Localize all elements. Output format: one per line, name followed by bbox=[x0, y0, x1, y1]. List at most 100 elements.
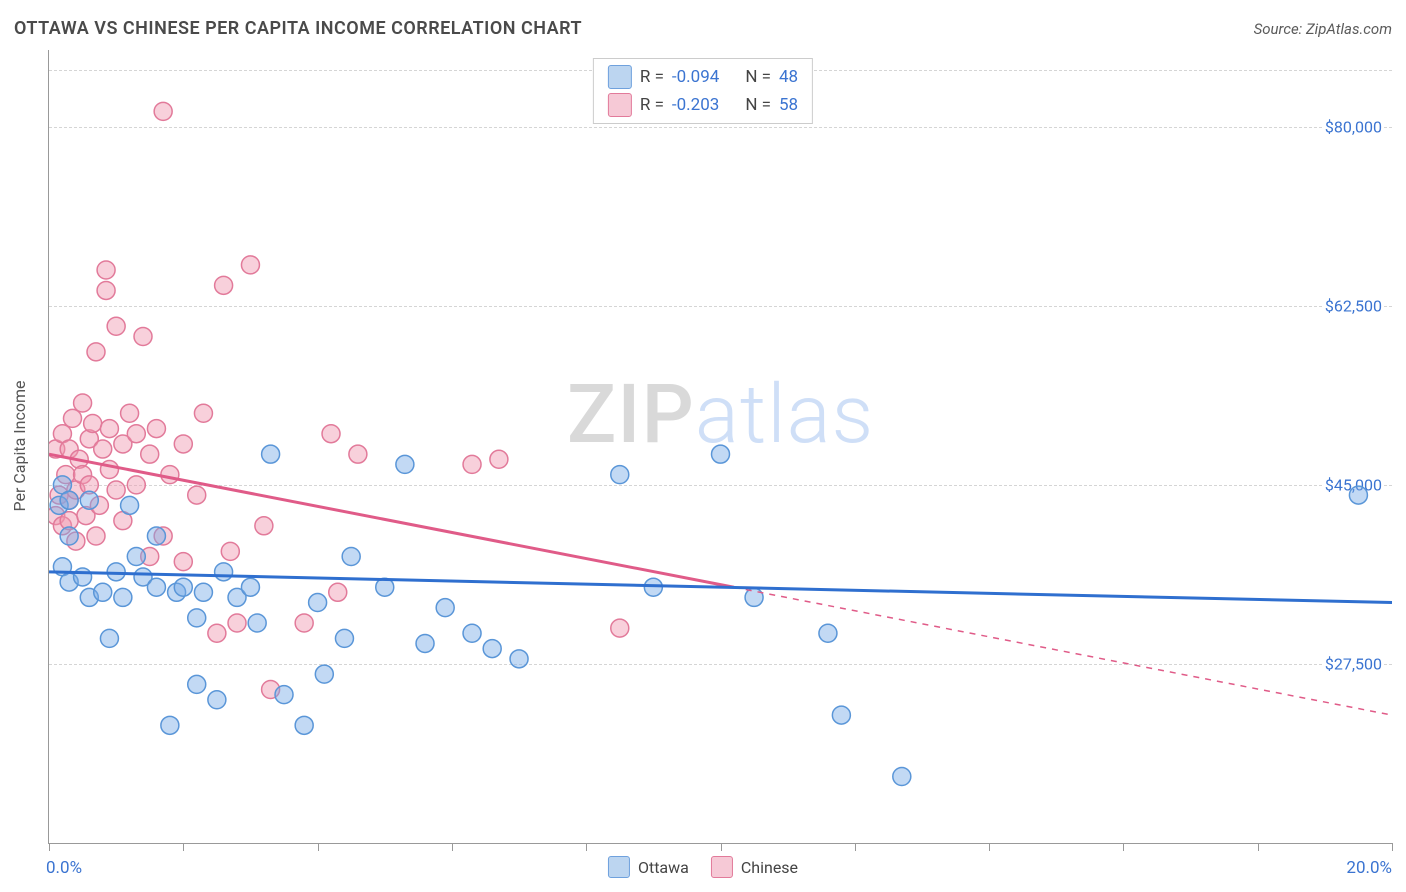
scatter-point-ottawa bbox=[100, 629, 118, 647]
scatter-point-chinese bbox=[194, 404, 212, 422]
scatter-point-ottawa bbox=[819, 624, 837, 642]
x-tick bbox=[1258, 843, 1259, 851]
scatter-point-chinese bbox=[215, 276, 233, 294]
scatter-point-chinese bbox=[134, 328, 152, 346]
scatter-point-ottawa bbox=[241, 578, 259, 596]
scatter-point-ottawa bbox=[60, 527, 78, 545]
scatter-point-ottawa bbox=[161, 716, 179, 734]
scatter-point-ottawa bbox=[121, 496, 139, 514]
scatter-point-chinese bbox=[64, 409, 82, 427]
scatter-point-ottawa bbox=[114, 588, 132, 606]
r-value: -0.094 bbox=[672, 67, 719, 87]
scatter-point-ottawa bbox=[335, 629, 353, 647]
scatter-point-ottawa bbox=[188, 675, 206, 693]
scatter-point-ottawa bbox=[262, 445, 280, 463]
n-value: 48 bbox=[779, 67, 798, 87]
scatter-point-chinese bbox=[97, 261, 115, 279]
scatter-point-chinese bbox=[161, 466, 179, 484]
x-tick bbox=[49, 843, 50, 851]
scatter-point-chinese bbox=[127, 476, 145, 494]
scatter-point-ottawa bbox=[94, 583, 112, 601]
scatter-point-chinese bbox=[97, 281, 115, 299]
scatter-point-chinese bbox=[241, 256, 259, 274]
scatter-point-ottawa bbox=[215, 563, 233, 581]
scatter-point-chinese bbox=[208, 624, 226, 642]
scatter-point-chinese bbox=[221, 542, 239, 560]
scatter-point-ottawa bbox=[74, 568, 92, 586]
scatter-point-chinese bbox=[74, 394, 92, 412]
scatter-point-chinese bbox=[295, 614, 313, 632]
scatter-point-ottawa bbox=[315, 665, 333, 683]
scatter-point-chinese bbox=[349, 445, 367, 463]
scatter-point-chinese bbox=[94, 440, 112, 458]
scatter-point-chinese bbox=[228, 614, 246, 632]
x-tick bbox=[452, 843, 453, 851]
scatter-point-ottawa bbox=[208, 691, 226, 709]
scatter-point-chinese bbox=[154, 102, 172, 120]
legend-item: Ottawa bbox=[608, 856, 689, 878]
legend-swatch bbox=[608, 65, 632, 89]
scatter-point-chinese bbox=[174, 435, 192, 453]
legend-series: Ottawa Chinese bbox=[608, 856, 798, 878]
chart-title: OTTAWA VS CHINESE PER CAPITA INCOME CORR… bbox=[14, 18, 582, 39]
scatter-point-chinese bbox=[611, 619, 629, 637]
scatter-point-ottawa bbox=[416, 634, 434, 652]
scatter-point-ottawa bbox=[832, 706, 850, 724]
legend-item: Chinese bbox=[711, 856, 798, 878]
scatter-point-ottawa bbox=[510, 650, 528, 668]
scatter-point-chinese bbox=[121, 404, 139, 422]
scatter-point-ottawa bbox=[60, 491, 78, 509]
x-tick bbox=[989, 843, 990, 851]
scatter-point-ottawa bbox=[127, 547, 145, 565]
n-label: N = bbox=[745, 67, 771, 87]
scatter-point-ottawa bbox=[295, 716, 313, 734]
legend-label: Chinese bbox=[741, 858, 798, 877]
plot-svg bbox=[49, 50, 1392, 843]
scatter-point-chinese bbox=[463, 455, 481, 473]
scatter-point-ottawa bbox=[436, 599, 454, 617]
scatter-point-ottawa bbox=[745, 588, 763, 606]
scatter-point-chinese bbox=[87, 527, 105, 545]
legend-stats-row: R =-0.094N =48 bbox=[608, 63, 798, 91]
scatter-point-chinese bbox=[84, 414, 102, 432]
x-tick bbox=[183, 843, 184, 851]
scatter-point-ottawa bbox=[611, 466, 629, 484]
scatter-point-ottawa bbox=[80, 491, 98, 509]
trendline-chinese-dashed bbox=[734, 587, 1392, 715]
legend-stats: R = -0.094 N = 48 R = -0.203 N = 58 bbox=[593, 58, 813, 124]
r-value: -0.203 bbox=[672, 95, 719, 115]
scatter-point-ottawa bbox=[194, 583, 212, 601]
x-tick bbox=[855, 843, 856, 851]
scatter-point-chinese bbox=[127, 425, 145, 443]
scatter-point-ottawa bbox=[342, 547, 360, 565]
y-axis-title: Per Capita Income bbox=[10, 381, 29, 512]
scatter-point-ottawa bbox=[396, 455, 414, 473]
r-label: R = bbox=[640, 95, 664, 115]
scatter-point-chinese bbox=[107, 481, 125, 499]
scatter-point-chinese bbox=[322, 425, 340, 443]
x-tick bbox=[721, 843, 722, 851]
scatter-point-ottawa bbox=[483, 640, 501, 658]
scatter-point-chinese bbox=[329, 583, 347, 601]
scatter-point-ottawa bbox=[463, 624, 481, 642]
x-tick bbox=[586, 843, 587, 851]
scatter-point-chinese bbox=[174, 553, 192, 571]
scatter-point-chinese bbox=[255, 517, 273, 535]
scatter-point-ottawa bbox=[1349, 486, 1367, 504]
chart-plot-area: ZIPatlas $27,500$45,000$62,500$80,000 bbox=[48, 50, 1392, 844]
trendline-chinese-solid bbox=[49, 454, 734, 587]
scatter-point-ottawa bbox=[147, 527, 165, 545]
legend-label: Ottawa bbox=[638, 858, 689, 877]
legend-stats-row: R = -0.203 N = 58 bbox=[608, 91, 798, 119]
scatter-point-chinese bbox=[490, 450, 508, 468]
n-label: N = bbox=[745, 95, 771, 115]
legend-swatch bbox=[711, 856, 733, 878]
scatter-point-chinese bbox=[100, 420, 118, 438]
n-value: 58 bbox=[779, 95, 798, 115]
scatter-point-ottawa bbox=[893, 767, 911, 785]
legend-swatch bbox=[608, 93, 632, 117]
scatter-point-chinese bbox=[87, 343, 105, 361]
scatter-point-ottawa bbox=[188, 609, 206, 627]
scatter-point-ottawa bbox=[275, 686, 293, 704]
x-tick bbox=[318, 843, 319, 851]
